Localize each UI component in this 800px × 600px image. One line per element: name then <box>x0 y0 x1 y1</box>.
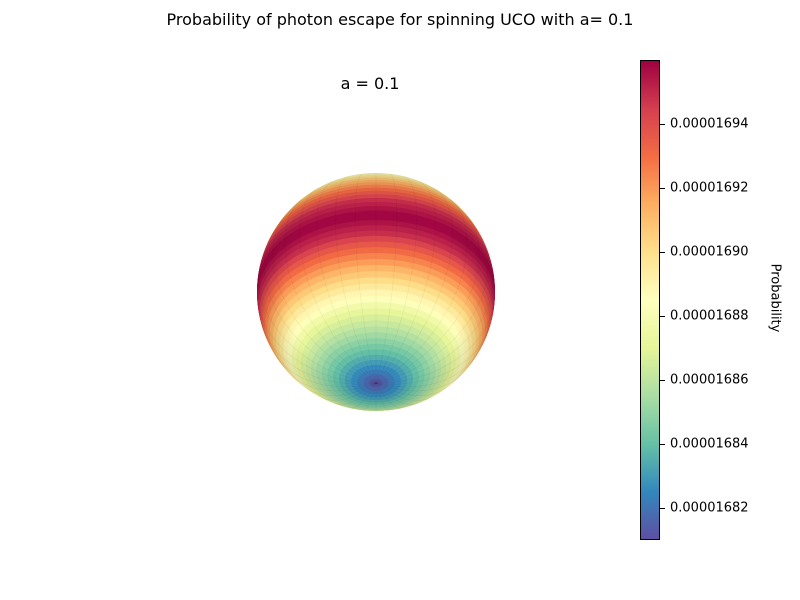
colorbar-tick-label: 0.00001690 <box>670 244 749 260</box>
sphere-shading <box>257 173 495 411</box>
colorbar-tick-label: 0.00001684 <box>670 436 749 452</box>
colorbar-tick-label: 0.00001692 <box>670 180 749 196</box>
colorbar-tick-mark <box>660 188 665 189</box>
colorbar-tick-label: 0.00001688 <box>670 308 749 324</box>
colorbar-tick-mark <box>660 316 665 317</box>
colorbar-tick-mark <box>660 252 665 253</box>
colorbar-label: Probability <box>767 263 783 333</box>
colorbar-tick-mark <box>660 444 665 445</box>
colorbar-tick-label: 0.00001686 <box>670 372 749 388</box>
colorbar <box>640 60 660 540</box>
colorbar-tick-mark <box>660 508 665 509</box>
colorbar-tick-mark <box>660 380 665 381</box>
colorbar-tick-label: 0.00001682 <box>670 500 749 516</box>
subplot-title: a = 0.1 <box>340 74 400 93</box>
colorbar-tick-mark <box>660 124 665 125</box>
figure-title: Probability of photon escape for spinnin… <box>166 10 634 29</box>
colorbar-tick-label: 0.00001694 <box>670 116 749 132</box>
